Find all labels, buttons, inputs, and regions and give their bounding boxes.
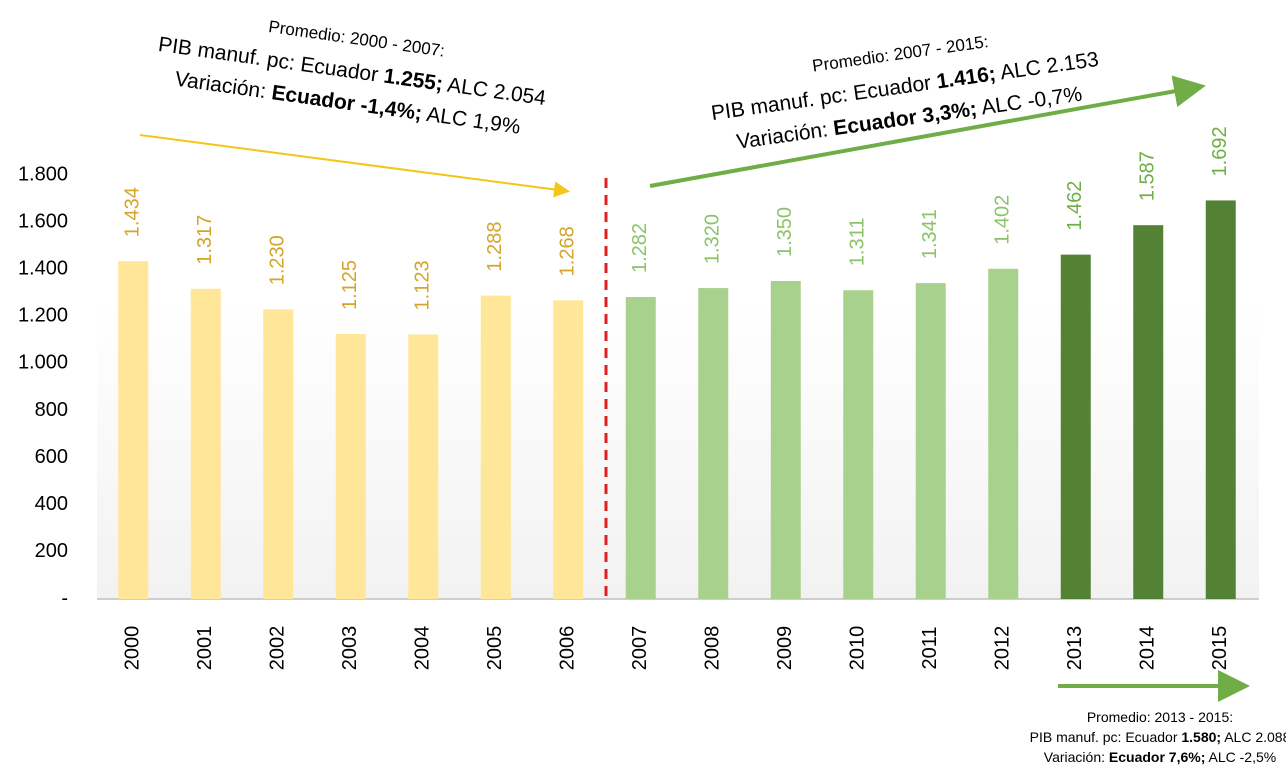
bar	[408, 334, 439, 599]
y-tick-label: 1.600	[18, 210, 68, 232]
y-tick-label: 600	[35, 446, 68, 468]
x-tick-label: 2007	[629, 626, 651, 671]
value-label: 1.123	[412, 260, 434, 310]
value-label: 1.341	[919, 209, 941, 259]
y-tick-label: 1.400	[18, 258, 68, 280]
value-label: 1.311	[847, 218, 869, 267]
annotation-text: 1.580;	[1181, 729, 1221, 745]
y-tick-label: 200	[35, 540, 68, 562]
annotation: Promedio: 2007 - 2015:PIB manuf. pc: Ecu…	[710, 33, 1100, 154]
y-tick-label: 1.800	[18, 163, 68, 185]
bar	[1205, 200, 1236, 599]
bar	[480, 295, 511, 599]
x-tick-label: 2002	[267, 626, 289, 671]
value-label: 1.462	[1064, 181, 1086, 231]
x-tick-label: 2012	[992, 626, 1014, 671]
bar	[190, 288, 221, 599]
annotation-text: Promedio: 2013 - 2015:	[1087, 709, 1233, 725]
y-tick-label: 400	[35, 493, 68, 515]
bar	[263, 309, 294, 599]
bar	[770, 281, 801, 599]
annotation-text: ALC -2,5%	[1205, 749, 1276, 765]
annotation-text: ALC -0,7%	[975, 82, 1083, 120]
bar	[1060, 254, 1091, 599]
value-label: 1.320	[702, 214, 724, 264]
bar	[625, 297, 656, 599]
bar	[553, 300, 584, 599]
x-tick-label: 2005	[484, 626, 506, 671]
bar	[915, 283, 946, 599]
bar	[1133, 225, 1164, 599]
bar	[698, 288, 729, 599]
value-label: 1.317	[194, 215, 216, 265]
x-tick-label: 2014	[1137, 626, 1159, 671]
arrow	[139, 134, 570, 198]
annotation-line: Variación: Ecuador 7,6%; ALC -2,5%	[1044, 749, 1276, 765]
bar	[843, 290, 874, 599]
annotation-line: Promedio: 2013 - 2015:	[1087, 709, 1233, 725]
x-tick-label: 2008	[702, 626, 724, 671]
x-tick-label: 2013	[1064, 626, 1086, 671]
bar	[335, 334, 366, 599]
annotation: Promedio: 2013 - 2015: PIB manuf. pc: Ecu…	[1030, 709, 1286, 765]
x-tick-label: 2004	[412, 626, 434, 671]
annotation-line: PIB manuf. pc: Ecuador 1.580; ALC 2.088	[1030, 729, 1286, 745]
x-tick-label: 2000	[122, 626, 144, 671]
value-label: 1.692	[1209, 126, 1231, 176]
x-tick-label: 2010	[847, 626, 869, 671]
annotation: Promedio: 2000 - 2007:PIB manuf. pc: Ecu…	[157, 18, 548, 139]
y-tick-label: 1.000	[18, 352, 68, 374]
x-tick-label: 2006	[557, 626, 579, 671]
value-label: 1.402	[992, 195, 1014, 245]
annotation-text: Ecuador 7,6%;	[1109, 749, 1205, 765]
x-tick-label: 2003	[339, 626, 361, 671]
annotation-text: Variación:	[173, 67, 273, 103]
value-label: 1.434	[122, 187, 144, 237]
annotation-text: ALC 2.153	[994, 47, 1100, 84]
annotation-text: ALC 2.088	[1221, 729, 1286, 745]
value-label: 1.282	[629, 223, 651, 273]
y-tick-label: 1.200	[18, 305, 68, 327]
x-tick-label: 2011	[919, 626, 941, 669]
value-label: 1.125	[339, 260, 361, 310]
value-label: 1.587	[1137, 151, 1159, 201]
x-tick-label: 2015	[1209, 626, 1231, 671]
arrow	[649, 75, 1206, 188]
annotation-text: ALC 1,9%	[420, 102, 521, 139]
y-tick-label: 800	[35, 399, 68, 421]
value-label: 1.230	[267, 235, 289, 285]
bar	[988, 268, 1019, 599]
annotation-text: ALC 2.054	[441, 72, 547, 109]
bar	[118, 261, 149, 599]
y-tick-label: -	[61, 587, 68, 609]
value-label: 1.350	[774, 207, 796, 257]
annotation-text: Variación:	[1044, 749, 1109, 765]
annotation-text: 1.416;	[935, 62, 997, 93]
value-label: 1.268	[557, 226, 579, 276]
value-label: 1.288	[484, 222, 506, 272]
x-tick-label: 2001	[194, 626, 216, 671]
annotation-text: 1.255;	[382, 64, 444, 95]
annotation-text: PIB manuf. pc: Ecuador	[1030, 729, 1182, 745]
x-tick-label: 2009	[774, 626, 796, 671]
annotation-text: Variación:	[735, 117, 835, 153]
